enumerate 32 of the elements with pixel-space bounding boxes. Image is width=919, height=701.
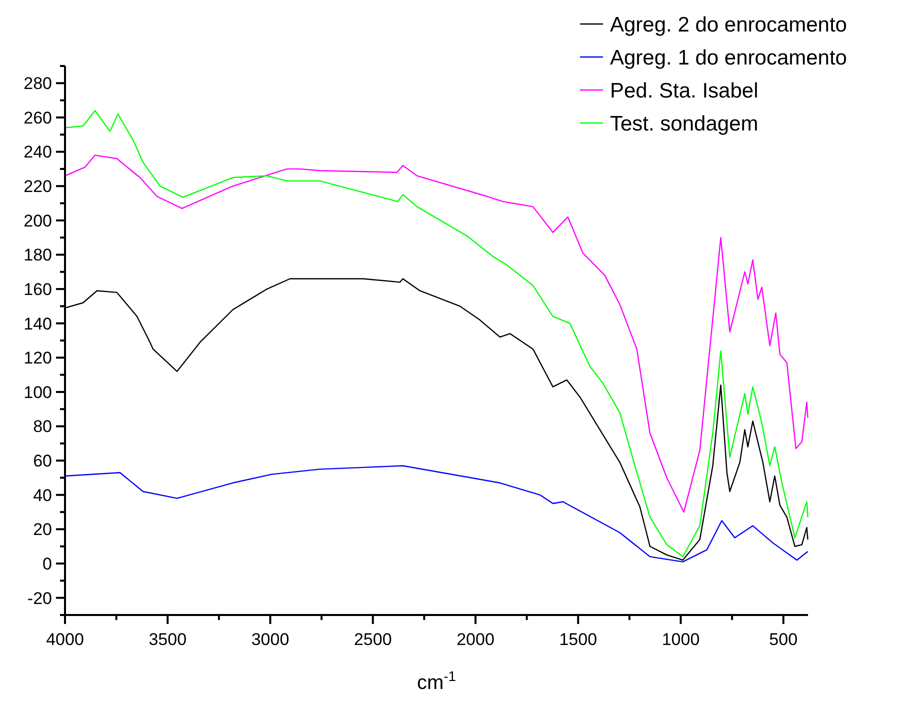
y-tick-label: 0 — [42, 554, 52, 574]
x-tick-label: 2000 — [456, 630, 494, 649]
x-tick-label: 3000 — [251, 630, 290, 649]
legend-label: Agreg. 2 do enrocamento — [610, 13, 847, 36]
y-tick-label: 80 — [33, 417, 52, 436]
y-tick-label: 100 — [24, 382, 52, 402]
legend-label: Agreg. 1 do enrocamento — [610, 46, 847, 70]
x-tick-label: 1000 — [662, 630, 700, 649]
y-tick-label: 120 — [24, 348, 52, 368]
y-tick-label: 140 — [24, 314, 52, 334]
y-tick-label: 200 — [24, 211, 52, 230]
line-series — [64, 465, 808, 562]
x-tick-label: 4000 — [46, 630, 84, 649]
y-tick-label: 220 — [24, 177, 52, 196]
y-tick-label: 240 — [24, 142, 52, 162]
y-tick-label: 160 — [24, 280, 52, 299]
x-tick-label: 500 — [769, 630, 798, 649]
x-tick-label: 1500 — [559, 630, 598, 649]
y-tick-label: 20 — [33, 520, 52, 540]
y-tick-label: 260 — [24, 108, 52, 128]
y-tick-label: 60 — [33, 452, 52, 471]
x-tick-label: 3500 — [148, 630, 187, 649]
legend-label: Test. sondagem — [610, 112, 758, 136]
y-tick-label: 280 — [24, 74, 52, 94]
legend-label: Ped. Sta. Isabel — [610, 79, 758, 102]
line-series — [64, 154, 808, 513]
y-tick-label: 40 — [33, 486, 52, 505]
line-series — [64, 110, 808, 558]
y-tick-label: 180 — [24, 246, 52, 265]
y-tick-label: -20 — [27, 588, 52, 608]
x-axis-title: cm$^{-1}$ — [416, 668, 456, 694]
x-tick-label: 2500 — [354, 630, 392, 649]
